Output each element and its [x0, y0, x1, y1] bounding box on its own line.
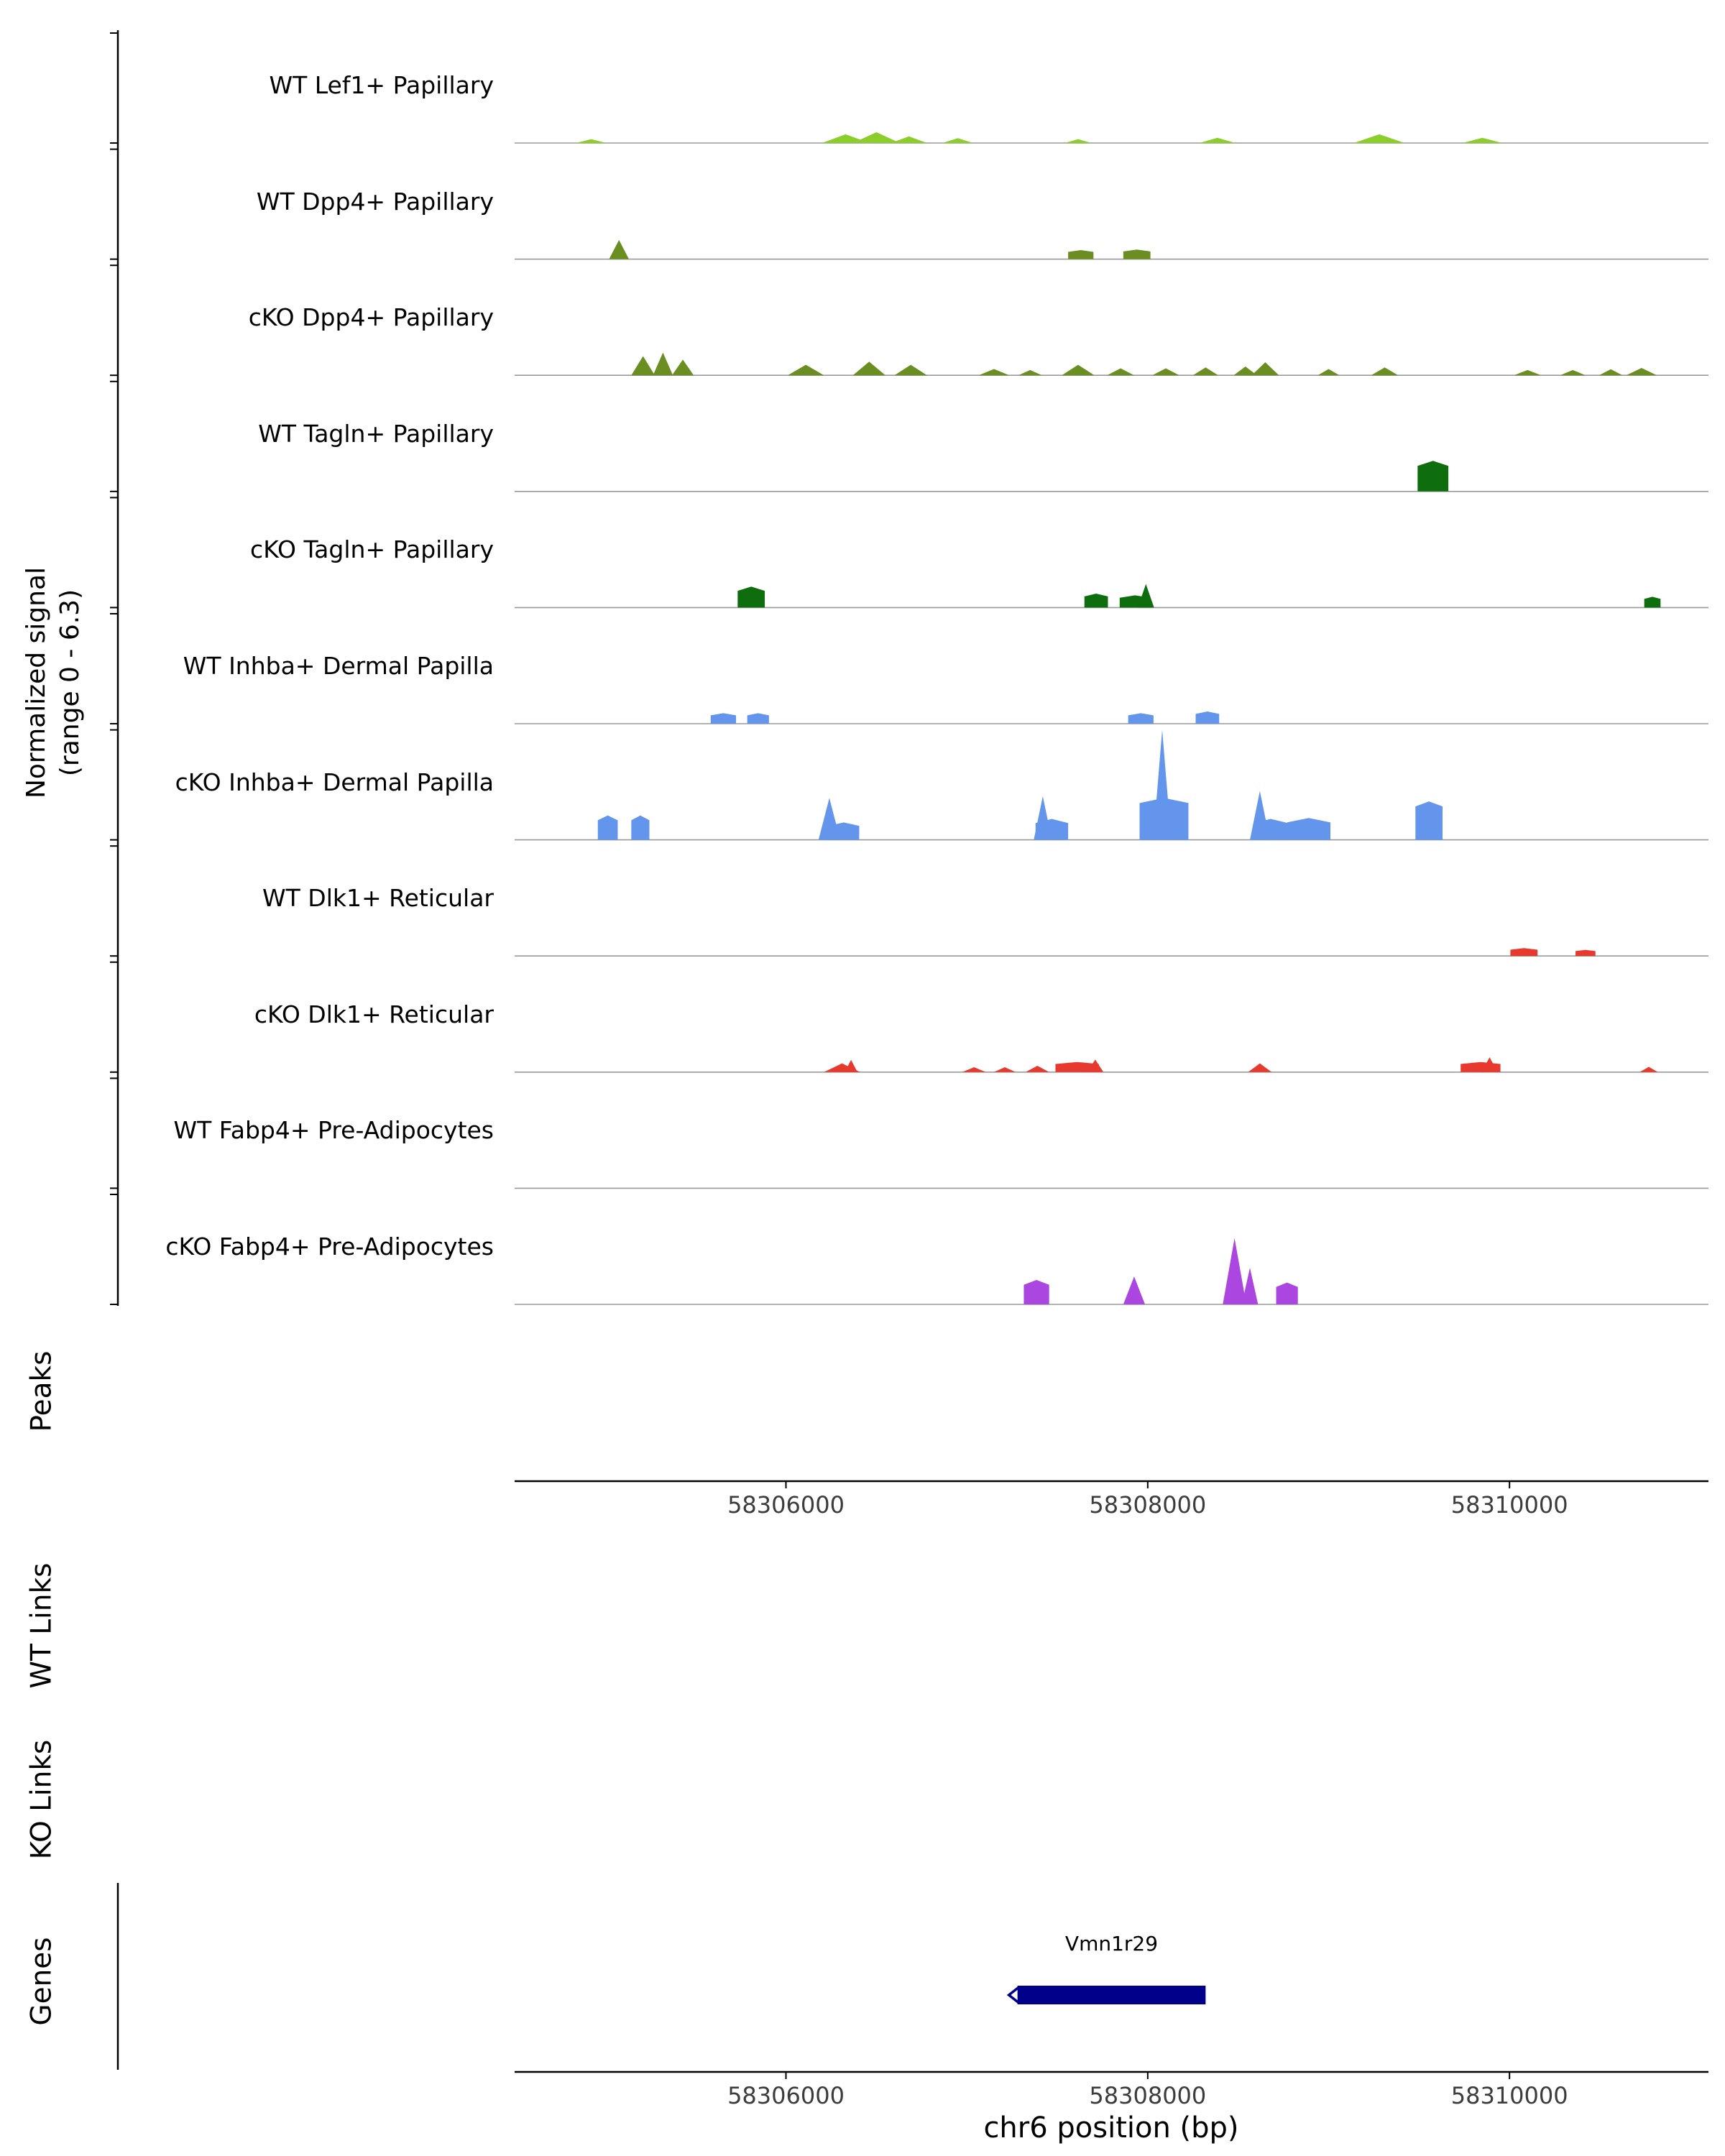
signal-peak	[1639, 1067, 1658, 1072]
signal-peak	[1462, 137, 1503, 143]
signal-peak	[1644, 596, 1661, 608]
signal-peak	[1251, 361, 1279, 376]
gene-name-label: Vmn1r29	[1064, 1932, 1159, 1955]
signal-peak	[1192, 367, 1218, 376]
signal-peak	[1195, 711, 1220, 724]
gene-body	[1017, 1986, 1206, 2004]
signal-peak	[1062, 364, 1095, 376]
signal-peak	[1035, 819, 1069, 840]
signal-peak	[1254, 819, 1288, 840]
signal-peak	[1055, 1061, 1099, 1072]
signal-peak	[1241, 1268, 1259, 1304]
signal-peak	[942, 138, 973, 143]
signal-peak	[1514, 369, 1542, 376]
signal-peak	[1152, 368, 1179, 376]
track-label: cKO Tagln+ Papillary	[250, 535, 494, 564]
signal-peak	[822, 134, 870, 143]
track-label: cKO Dpp4+ Papillary	[248, 303, 494, 332]
signal-peak	[631, 815, 650, 840]
signal-peak	[576, 139, 607, 143]
signal-peak	[1107, 368, 1134, 376]
x-tick-label: 58310000	[1450, 1491, 1568, 1519]
track-label: cKO Dlk1+ Reticular	[254, 1000, 494, 1028]
signal-peak	[1223, 1238, 1246, 1304]
signal-peak	[1598, 369, 1623, 376]
signal-peak	[1064, 139, 1092, 143]
signal-peak	[737, 586, 765, 608]
x-tick-label: 58306000	[727, 2082, 845, 2109]
x-tick-label: 58310000	[1450, 2082, 1568, 2109]
track-label: WT Dpp4+ Papillary	[256, 187, 494, 216]
signal-peak	[962, 1067, 986, 1072]
signal-peak	[1248, 1063, 1272, 1072]
signal-peak	[1128, 713, 1154, 724]
x-axis-title: chr6 position (bp)	[983, 2111, 1239, 2145]
signal-peak	[828, 822, 860, 840]
track-label: cKO Inhba+ Dermal Papilla	[175, 768, 494, 796]
signal-peak	[1576, 949, 1596, 957]
signal-peak	[1084, 593, 1108, 608]
x-tick-label: 58306000	[727, 1491, 845, 1519]
signal-peak	[597, 815, 618, 840]
signal-peak	[845, 1059, 857, 1072]
signal-peak	[1123, 1276, 1146, 1304]
track-label: WT Tagln+ Papillary	[258, 419, 494, 448]
signal-peak	[891, 136, 927, 143]
signal-peak	[788, 364, 824, 376]
signal-peak	[1068, 249, 1094, 259]
signal-peak	[1233, 367, 1258, 376]
signal-peak	[978, 369, 1010, 376]
signal-peak	[1137, 584, 1154, 608]
x-tick-label: 58308000	[1089, 1491, 1207, 1519]
signal-peak	[1481, 1057, 1498, 1072]
signal-peak	[653, 352, 673, 376]
signal-peak	[894, 364, 927, 376]
signal-peak	[1199, 137, 1236, 143]
signal-peak	[609, 239, 630, 259]
signal-peak	[1317, 369, 1340, 376]
signal-peak	[1276, 1282, 1298, 1304]
track-label: WT Inhba+ Dermal Papilla	[183, 652, 494, 680]
signal-peak	[1371, 367, 1399, 376]
signal-peak	[1417, 461, 1449, 492]
signal-peak	[1560, 369, 1586, 376]
signal-peak	[1024, 1280, 1049, 1304]
signal-peak	[1087, 1059, 1104, 1072]
signal-peak	[710, 713, 737, 724]
signal-peak	[1353, 134, 1405, 143]
track-label: WT Dlk1+ Reticular	[262, 884, 494, 913]
signal-peak	[1025, 1066, 1049, 1072]
signal-peak	[1287, 818, 1331, 840]
signal-peak	[1626, 368, 1657, 376]
x-tick-label: 58308000	[1089, 2082, 1207, 2109]
signal-peak	[1415, 801, 1443, 840]
signal-peak	[993, 1067, 1016, 1072]
gene-strand-arrow	[1006, 1986, 1020, 2004]
signal-peak	[671, 359, 694, 376]
signal-peak	[631, 356, 656, 376]
track-label: WT Fabp4+ Pre-Adipocytes	[173, 1116, 494, 1145]
signal-peak	[852, 132, 901, 143]
signal-peak	[1510, 948, 1538, 957]
signal-peak	[1153, 729, 1172, 840]
signal-peak	[852, 361, 886, 376]
track-label: WT Lef1+ Papillary	[269, 71, 494, 99]
signal-peak	[747, 713, 769, 724]
track-label: cKO Fabp4+ Pre-Adipocytes	[165, 1233, 494, 1261]
signal-peak	[1018, 369, 1042, 376]
signal-peak	[1123, 249, 1151, 259]
